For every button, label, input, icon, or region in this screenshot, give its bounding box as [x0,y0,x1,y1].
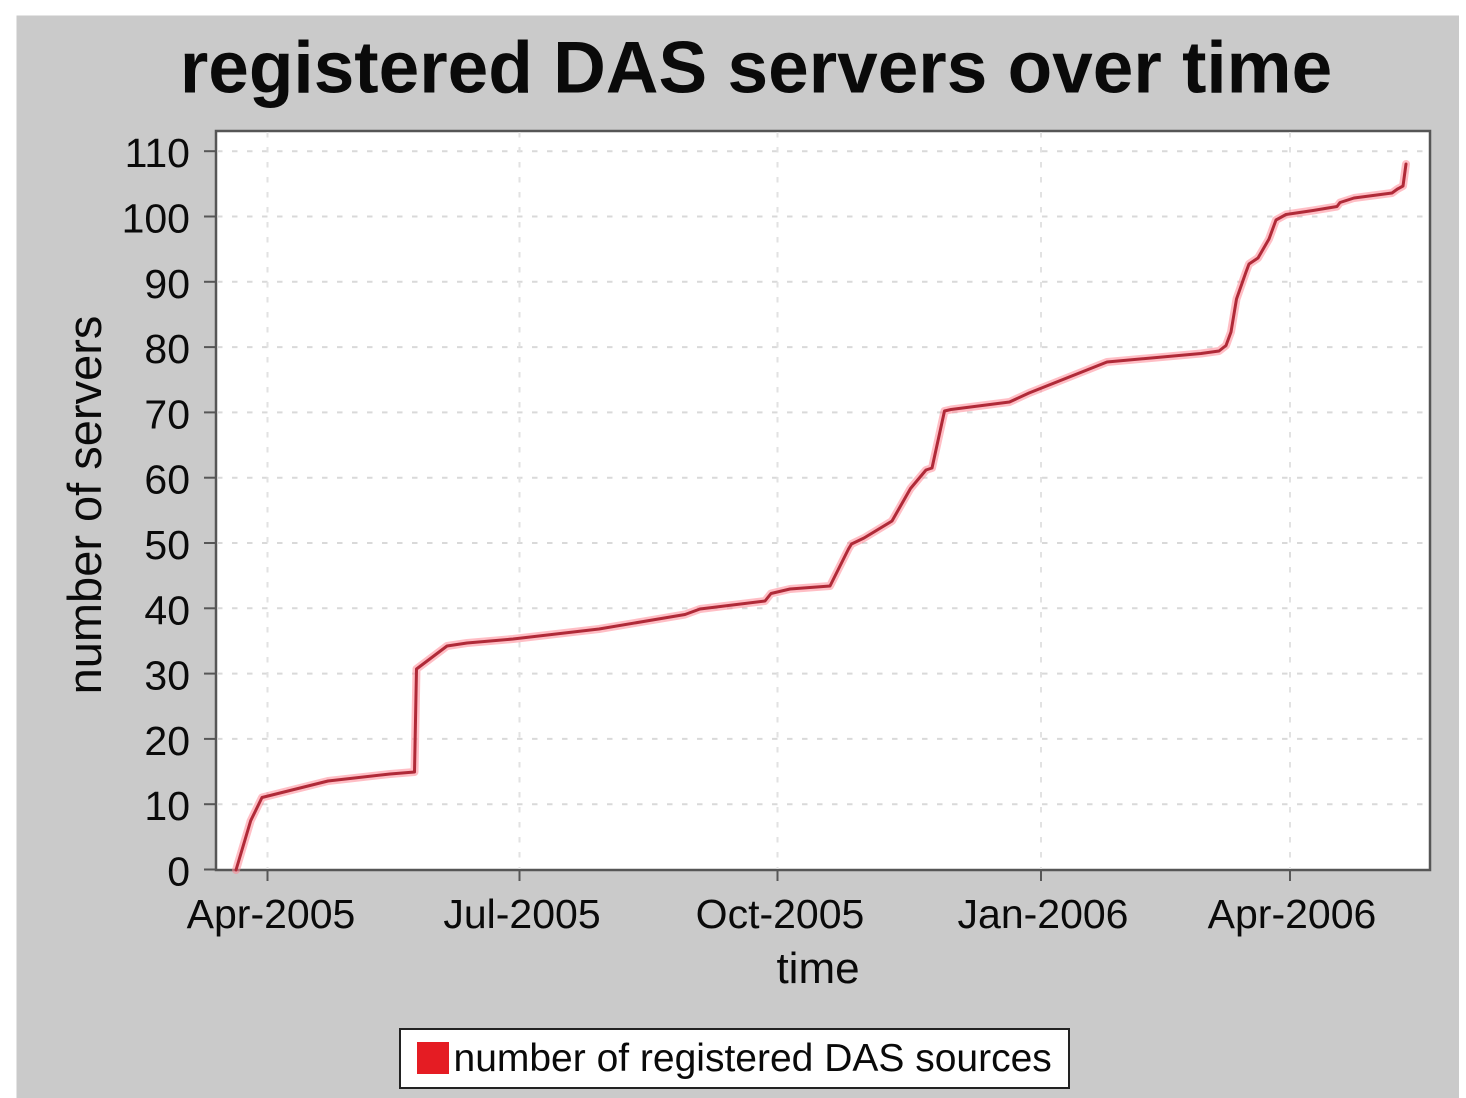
svg-text:number of registered DAS sourc: number of registered DAS sources [454,1037,1052,1080]
svg-text:30: 30 [144,653,190,699]
svg-text:Apr-2005: Apr-2005 [187,891,356,937]
svg-text:10: 10 [144,783,190,829]
svg-text:60: 60 [144,457,190,503]
svg-text:Apr-2006: Apr-2006 [1208,891,1377,937]
svg-text:40: 40 [144,587,190,633]
svg-text:90: 90 [144,261,190,307]
svg-text:100: 100 [122,196,190,242]
svg-text:110: 110 [125,130,190,176]
svg-text:20: 20 [144,718,190,764]
svg-text:number of servers: number of servers [58,316,111,695]
svg-text:time: time [776,944,859,993]
svg-text:80: 80 [144,326,190,372]
svg-text:70: 70 [144,391,190,437]
svg-text:50: 50 [144,522,190,568]
svg-text:registered DAS servers over ti: registered DAS servers over time [180,28,1332,109]
svg-text:Jul-2005: Jul-2005 [443,891,600,937]
svg-text:Jan-2006: Jan-2006 [958,891,1129,937]
svg-text:Oct-2005: Oct-2005 [696,891,865,937]
svg-text:0: 0 [167,849,190,895]
